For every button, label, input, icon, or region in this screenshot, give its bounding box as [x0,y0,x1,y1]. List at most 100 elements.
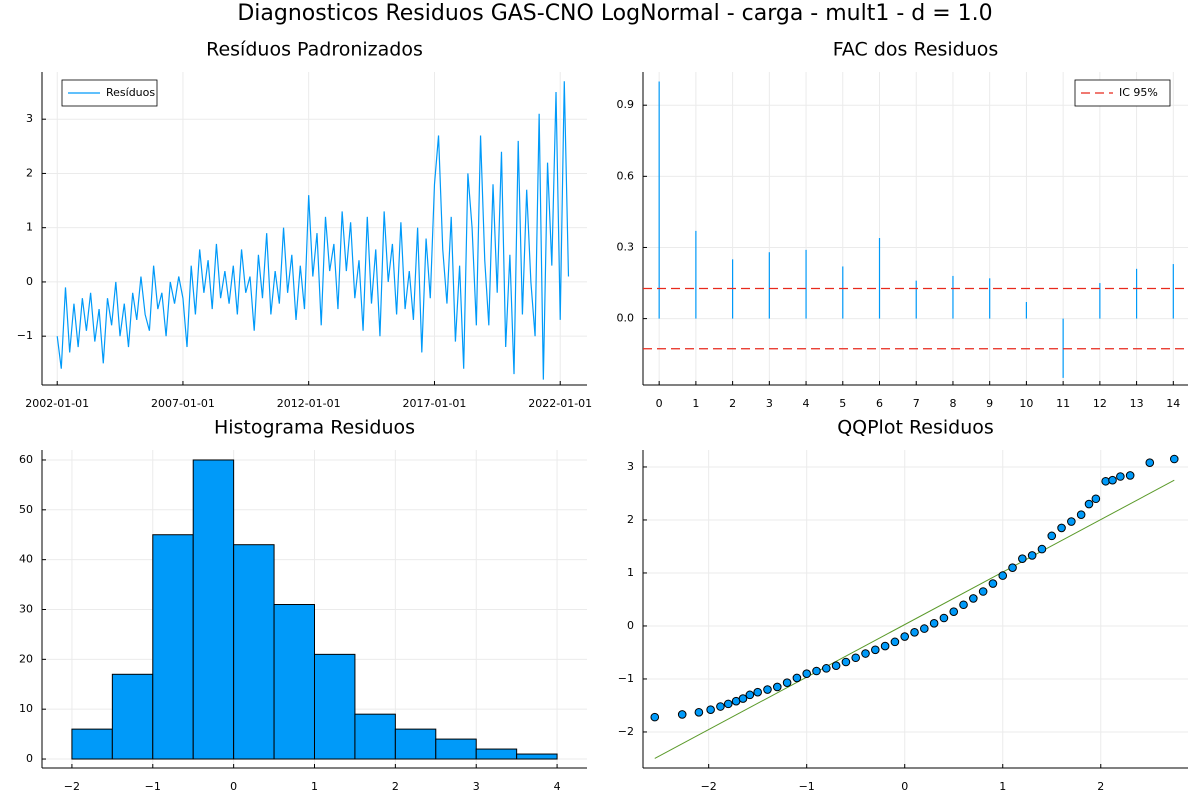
y-tick-label: 0.0 [617,312,635,325]
hist-bar [435,738,477,760]
y-tick-label: 10 [19,702,33,715]
y-tick-label: 1 [26,221,33,234]
qq-point [920,624,929,633]
x-tick-label: 2022-01-01 [528,397,592,410]
qq-point [753,687,762,697]
y-tick-label: 3 [627,460,634,473]
x-tick-label: 14 [1166,397,1180,410]
y-tick-label: −1 [618,672,634,685]
qq-point [792,673,802,683]
qq-point [890,637,900,647]
x-tick-label: 6 [876,397,883,410]
qq-point [1091,494,1101,504]
y-tick-label: −2 [618,725,634,738]
hist-bar [233,544,275,760]
hist-bar [192,459,235,760]
qq-point [929,619,939,628]
x-tick-label: 4 [554,780,561,793]
x-tick-label: 1 [692,397,699,410]
qq-point [763,685,772,694]
legend-box [1074,79,1171,107]
hist-bar [71,728,113,760]
qq-point [910,628,919,637]
y-tick-label: 40 [19,553,33,566]
qq-point [1027,551,1037,560]
qq-point [988,579,998,588]
x-tick-label: 1 [311,780,318,793]
y-tick-label: 2 [627,513,634,526]
qq-point [969,594,978,603]
qq-point [1101,476,1110,486]
x-tick-label: −1 [799,780,815,793]
x-tick-label: 2 [392,780,399,793]
qq-point [1037,544,1047,554]
qq-point [650,712,660,722]
x-tick-label: −2 [701,780,717,793]
x-tick-label: 0 [230,780,237,793]
qq-point [802,669,811,678]
qq-point [782,678,792,687]
y-tick-label: 2 [26,166,33,179]
subplot-title: Resíduos Padronizados [206,39,423,61]
qq-point [716,702,725,711]
hist-bar [152,534,194,760]
subplot-title: FAC dos Residuos [833,39,999,61]
y-tick-label: 0 [627,619,634,632]
x-tick-label: 2 [1097,780,1104,793]
x-tick-label: 3 [766,397,773,410]
qq-point [1108,475,1117,485]
qq-point [1067,517,1076,526]
qq-point [939,613,949,623]
qq-point [706,705,715,715]
qq-point [880,641,890,651]
y-tick-label: 0 [26,752,33,765]
qq-point [998,571,1008,580]
qq-point [738,694,748,703]
qq-point [1057,523,1066,533]
line-series [56,81,570,380]
qq-point [812,666,821,676]
hist-bar [354,713,396,760]
hist-bar [475,748,518,760]
x-tick-label: 0 [901,780,908,793]
subplot-title: QQPlot Residuos [837,417,994,439]
y-tick-label: 0 [26,275,33,288]
x-tick-label: 13 [1130,397,1144,410]
qq-point [851,653,861,663]
x-tick-label: 2017-01-01 [403,397,467,410]
hist-bar [516,753,558,760]
qq-point [900,632,910,641]
qq-point [1008,563,1017,572]
hist-bar [273,604,315,760]
qq-point [1018,554,1027,563]
y-tick-label: 3 [26,112,33,125]
y-tick-label: 0.6 [617,169,635,182]
y-tick-label: −1 [17,329,33,342]
qq-point [723,699,733,709]
x-tick-label: 8 [949,397,956,410]
qq-point [871,645,880,655]
x-tick-label: 10 [1019,397,1033,410]
qq-point [949,607,959,616]
x-tick-label: 3 [473,780,480,793]
x-tick-label: −2 [64,780,80,793]
x-tick-label: 2002-01-01 [25,397,89,410]
hist-bar [111,673,154,760]
y-tick-label: 30 [19,602,33,615]
qq-point [822,664,831,673]
qq-point [1047,531,1057,541]
qq-point [1076,510,1086,519]
x-tick-label: 7 [913,397,920,410]
y-tick-label: 50 [19,503,33,516]
legend-label: Resíduos [106,86,155,99]
x-tick-label: 1 [999,780,1006,793]
qq-point [1125,471,1135,480]
x-tick-label: 5 [839,397,846,410]
x-tick-label: 0 [656,397,663,410]
y-tick-label: 0.3 [617,240,635,253]
qq-point [841,657,851,667]
qq-point [694,708,704,717]
legend-label: IC 95% [1119,86,1158,99]
hist-bar [314,653,356,760]
